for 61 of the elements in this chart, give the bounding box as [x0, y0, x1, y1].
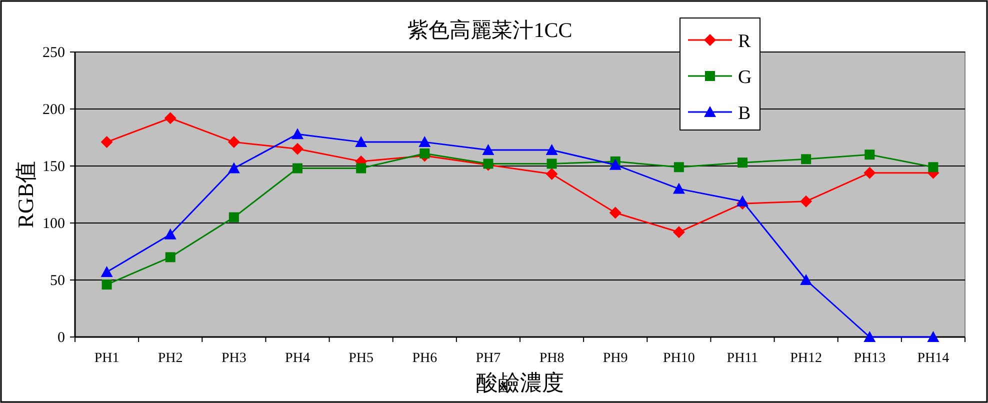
x-tick-label: PH7 [476, 351, 501, 366]
point [418, 136, 431, 148]
point [292, 128, 304, 140]
point [100, 266, 113, 278]
point [546, 158, 557, 169]
x-tick-label: PH10 [662, 351, 695, 366]
point [355, 136, 368, 148]
point [420, 148, 430, 158]
point [928, 162, 938, 172]
x-tick-label: PH6 [412, 351, 438, 366]
y-tick-label: 150 [42, 159, 65, 175]
point [864, 150, 875, 160]
point [672, 182, 685, 194]
x-tick-label: PH3 [221, 351, 246, 366]
x-tick-label: PH13 [854, 351, 886, 366]
point [102, 280, 112, 290]
chart-title: 紫色高麗菜汁1CC [408, 18, 572, 42]
point [864, 331, 876, 342]
x-axis-title: 酸鹼濃度 [476, 370, 564, 395]
point [228, 162, 240, 174]
x-tick-label: PH8 [539, 351, 564, 366]
point [292, 142, 304, 155]
legend-label: G [738, 67, 752, 88]
point [800, 274, 812, 285]
legend-label: B [738, 103, 751, 124]
point [100, 136, 113, 148]
y-axis-title: RGB值 [13, 160, 38, 228]
x-tick-label: PH14 [917, 351, 950, 366]
point [546, 144, 558, 156]
x-tick-label: PH1 [94, 351, 120, 366]
point [292, 163, 302, 174]
point [927, 331, 940, 342]
x-tick-label: PH4 [285, 351, 310, 366]
x-tick-label: PH12 [790, 351, 822, 366]
y-tick-label: 50 [50, 273, 65, 289]
point [164, 112, 176, 124]
point [864, 166, 876, 179]
legend-label: R [738, 31, 751, 52]
y-tick-label: 0 [58, 330, 65, 346]
point [672, 226, 685, 238]
point [674, 162, 684, 172]
y-tick-label: 200 [42, 102, 65, 118]
point [801, 154, 812, 164]
point [356, 163, 366, 174]
x-tick-label: PH9 [602, 351, 628, 366]
point [800, 195, 812, 208]
y-tick-label: 250 [42, 45, 65, 61]
x-tick-label: PH5 [348, 351, 374, 366]
y-tick-label: 100 [42, 216, 65, 232]
point [164, 228, 176, 240]
point [546, 168, 558, 180]
point [228, 212, 239, 222]
point [609, 158, 622, 170]
point [609, 206, 622, 219]
point [228, 136, 240, 148]
point [165, 252, 176, 262]
x-tick-label: PH11 [726, 351, 758, 366]
point [482, 144, 494, 156]
point [736, 195, 748, 206]
point [738, 158, 748, 168]
x-tick-label: PH2 [158, 351, 183, 366]
